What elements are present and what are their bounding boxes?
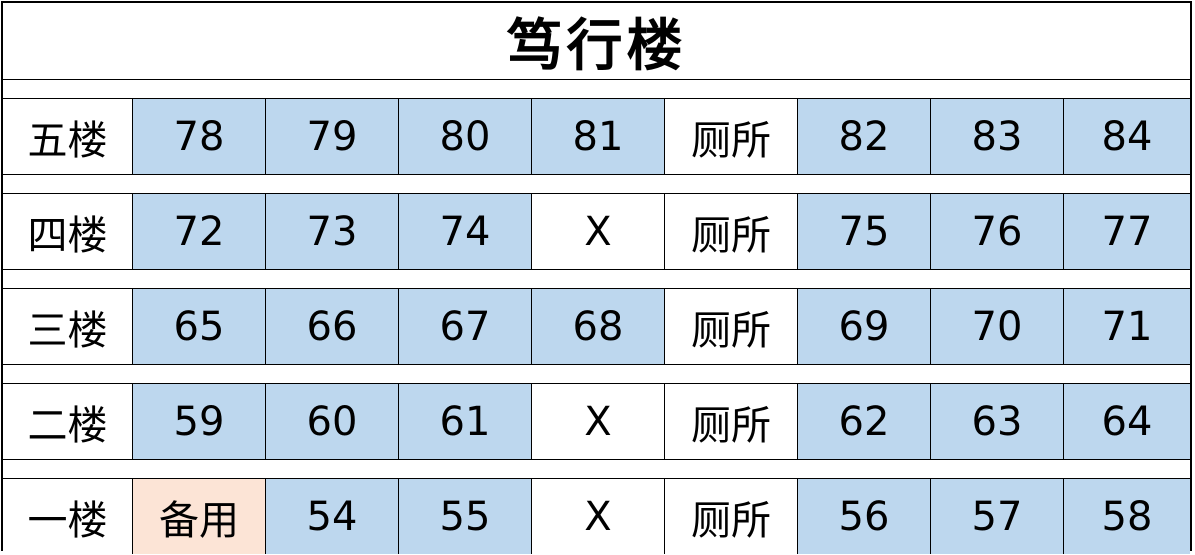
room-cell: 70 [931, 289, 1064, 364]
room-cell: 73 [266, 194, 399, 269]
other-cell: X [532, 194, 665, 269]
room-cell: 83 [931, 99, 1064, 174]
room-cell: 76 [931, 194, 1064, 269]
floor-label: 二楼 [3, 384, 133, 459]
spare-cell: 备用 [133, 479, 266, 554]
spacer-row [3, 175, 1190, 194]
room-cell: 84 [1064, 99, 1190, 174]
floor-label: 三楼 [3, 289, 133, 364]
spacer-row [3, 80, 1190, 99]
room-cell: 65 [133, 289, 266, 364]
room-cell: 71 [1064, 289, 1190, 364]
floor-row: 一楼 备用 54 55 X 厕所 56 57 58 [3, 479, 1190, 554]
spacer-row [3, 460, 1190, 479]
room-cell: 60 [266, 384, 399, 459]
other-cell: 厕所 [665, 479, 798, 554]
room-cell: 74 [399, 194, 532, 269]
room-cell: 69 [798, 289, 931, 364]
floor-row: 四楼 72 73 74 X 厕所 75 76 77 [3, 194, 1190, 270]
room-cell: 54 [266, 479, 399, 554]
table-title: 笃行楼 [3, 3, 1190, 80]
room-cell: 75 [798, 194, 931, 269]
floor-row: 五楼 78 79 80 81 厕所 82 83 84 [3, 99, 1190, 175]
room-cell: 80 [399, 99, 532, 174]
other-cell: X [532, 479, 665, 554]
room-cell: 82 [798, 99, 931, 174]
room-cell: 77 [1064, 194, 1190, 269]
room-cell: 57 [931, 479, 1064, 554]
floor-label: 五楼 [3, 99, 133, 174]
room-cell: 68 [532, 289, 665, 364]
room-cell: 81 [532, 99, 665, 174]
room-cell: 67 [399, 289, 532, 364]
spacer-row [3, 365, 1190, 384]
floor-label: 一楼 [3, 479, 133, 554]
floor-row: 二楼 59 60 61 X 厕所 62 63 64 [3, 384, 1190, 460]
other-cell: 厕所 [665, 289, 798, 364]
room-cell: 79 [266, 99, 399, 174]
room-cell: 56 [798, 479, 931, 554]
room-cell: 66 [266, 289, 399, 364]
room-cell: 62 [798, 384, 931, 459]
other-cell: X [532, 384, 665, 459]
other-cell: 厕所 [665, 99, 798, 174]
room-cell: 78 [133, 99, 266, 174]
room-cell: 61 [399, 384, 532, 459]
room-cell: 72 [133, 194, 266, 269]
room-cell: 55 [399, 479, 532, 554]
spacer-row [3, 270, 1190, 289]
other-cell: 厕所 [665, 384, 798, 459]
other-cell: 厕所 [665, 194, 798, 269]
room-cell: 64 [1064, 384, 1190, 459]
floor-row: 三楼 65 66 67 68 厕所 69 70 71 [3, 289, 1190, 365]
floor-label: 四楼 [3, 194, 133, 269]
room-cell: 58 [1064, 479, 1190, 554]
room-cell: 63 [931, 384, 1064, 459]
room-cell: 59 [133, 384, 266, 459]
